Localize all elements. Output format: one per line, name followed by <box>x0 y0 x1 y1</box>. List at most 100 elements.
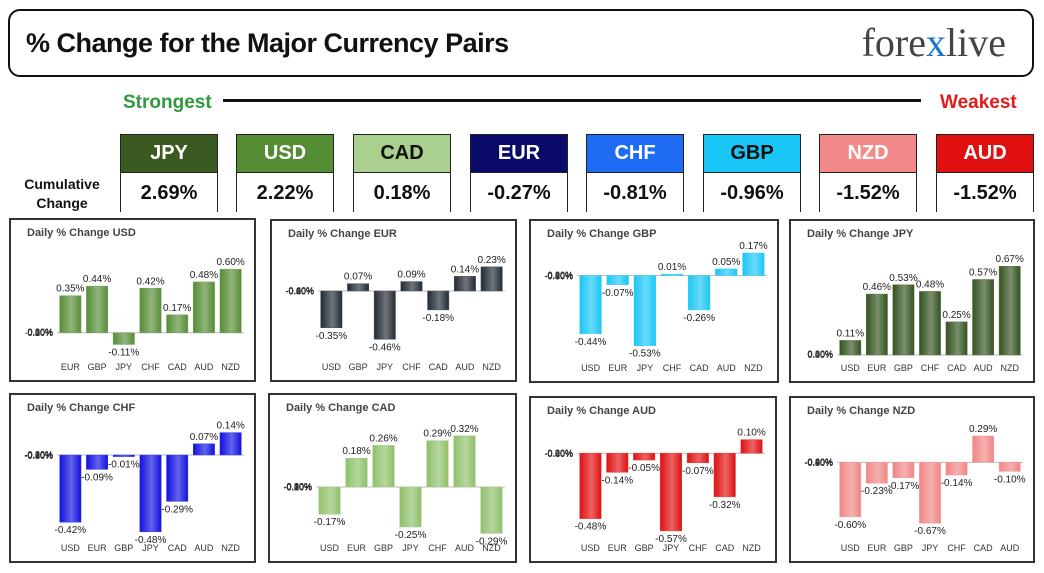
data-label: 0.10% <box>737 428 765 439</box>
data-label: -0.07% <box>682 466 714 477</box>
data-label: -0.01% <box>108 460 140 471</box>
y-tick-label: 0.00% <box>807 457 833 467</box>
y-tick-label: -0.60% <box>285 287 314 297</box>
currency-box-usd: USD 2.22% <box>236 134 334 213</box>
category-label: AUD <box>455 362 475 372</box>
bar <box>892 462 915 479</box>
bar-chart: Daily % Change AUD 0.20%0.00%-0.20%-0.40%… <box>544 405 765 553</box>
y-tick-label: -0.40% <box>544 449 573 459</box>
y-tick-label: 0.20% <box>807 350 833 360</box>
y-tick-label: -0.20% <box>804 458 833 468</box>
chart-title: Daily % Change CAD <box>286 402 395 414</box>
bar <box>839 340 862 356</box>
data-label: -0.17% <box>888 481 920 492</box>
chart-panel-jpy: Daily % Change JPY 0.80% 0.60% 0.40% 0.20% 0.… <box>789 219 1035 383</box>
data-label: -0.26% <box>683 313 715 324</box>
y-tick-label: -0.80% <box>804 458 833 468</box>
currency-code: USD <box>237 135 333 173</box>
bar <box>865 293 888 356</box>
category-label: EUR <box>867 363 887 373</box>
category-label: USD <box>841 363 861 373</box>
data-label: -0.07% <box>602 288 634 299</box>
y-tick-label: -0.30% <box>24 450 53 460</box>
data-label: 0.32% <box>450 424 478 435</box>
bar <box>399 486 422 528</box>
category-label: CHF <box>141 362 160 372</box>
category-label: CHF <box>689 543 708 553</box>
data-label: -0.53% <box>629 349 661 360</box>
bar <box>480 486 503 534</box>
category-label: CAD <box>947 363 967 373</box>
data-label: -0.48% <box>575 522 607 533</box>
cumulative-change-value: 2.22% <box>237 173 333 213</box>
y-tick-label: 0.20% <box>807 457 833 467</box>
data-label: -0.57% <box>655 534 687 545</box>
y-tick-label: 0.60% <box>807 349 833 359</box>
bar <box>192 281 215 334</box>
bar <box>660 273 684 276</box>
bar <box>426 440 449 488</box>
y-tick-label: 0.00% <box>288 286 314 296</box>
data-label: 0.23% <box>477 255 505 266</box>
currency-box-cad: CAD 0.18% <box>353 134 451 213</box>
data-label: 0.09% <box>397 270 425 281</box>
bar <box>713 453 736 498</box>
bar <box>192 443 215 456</box>
header-box: % Change for the Major Currency Pairs fo… <box>8 9 1034 77</box>
currency-code: NZD <box>820 135 916 173</box>
y-tick-label: 0.30% <box>286 482 312 492</box>
data-label: 0.17% <box>163 303 191 314</box>
category-label: JPY <box>142 543 159 553</box>
bar <box>998 462 1021 472</box>
forexlive-logo: forexlive <box>861 20 1006 65</box>
data-label: -0.18% <box>422 313 454 324</box>
currency-code: JPY <box>121 135 217 173</box>
chart-panel-aud: Daily % Change AUD 0.20% 0.00% -0.20% -0.40%… <box>529 396 777 563</box>
data-label: 0.46% <box>863 282 891 293</box>
currency-code: GBP <box>704 135 800 173</box>
data-label: -0.25% <box>395 530 427 541</box>
category-label: EUR <box>347 543 367 553</box>
y-tick-label: -0.40% <box>24 451 53 461</box>
chart-title: Daily % Change EUR <box>288 228 397 240</box>
bar <box>865 462 888 484</box>
currency-code: CAD <box>354 135 450 173</box>
cumulative-change-value: 2.69% <box>121 173 217 213</box>
data-label: 0.17% <box>739 241 767 252</box>
currency-code: AUD <box>937 135 1033 173</box>
bar <box>86 454 109 470</box>
chart-title: Daily % Change CHF <box>27 402 135 414</box>
category-label: AUD <box>194 543 214 553</box>
data-label: 0.07% <box>190 432 218 443</box>
currency-box-jpy: JPY 2.69% <box>120 134 218 213</box>
y-tick-label: -0.20% <box>24 450 53 460</box>
y-tick-label: 0.80% <box>27 327 53 337</box>
category-label: EUR <box>608 543 628 553</box>
category-label: CAD <box>168 543 188 553</box>
data-label: 0.29% <box>969 424 997 435</box>
category-label: NZD <box>744 363 763 373</box>
y-tick-label: 0.40% <box>286 481 312 491</box>
bar <box>998 265 1021 356</box>
y-tick-label: 0.00% <box>547 448 573 458</box>
bar <box>480 266 503 292</box>
category-label: JPY <box>922 543 939 553</box>
y-tick-label: -0.40% <box>804 458 833 468</box>
category-label: NZD <box>1000 363 1019 373</box>
bar-chart: Daily % Change GBP 0.20%0.00%-0.20%-0.40%… <box>544 228 767 373</box>
bar <box>372 445 395 488</box>
category-label: AUD <box>455 543 475 553</box>
category-label: GBP <box>114 543 133 553</box>
category-label: JPY <box>402 543 419 553</box>
bar-chart: Daily % Change CAD0.40%0.30%0.20%0.10%0.… <box>283 402 507 553</box>
y-tick-label: 0.00% <box>547 271 573 281</box>
y-tick-label: 0.20% <box>286 482 312 492</box>
bar <box>715 268 738 276</box>
category-label: CHF <box>947 543 966 553</box>
currency-box-aud: AUD -1.52% <box>936 134 1034 213</box>
cumulative-change-value: -1.52% <box>937 173 1033 213</box>
currency-box-nzd: NZD -1.52% <box>819 134 917 213</box>
category-label: GBP <box>894 363 913 373</box>
cumulative-change-value: -0.96% <box>704 173 800 213</box>
bar <box>742 252 765 276</box>
